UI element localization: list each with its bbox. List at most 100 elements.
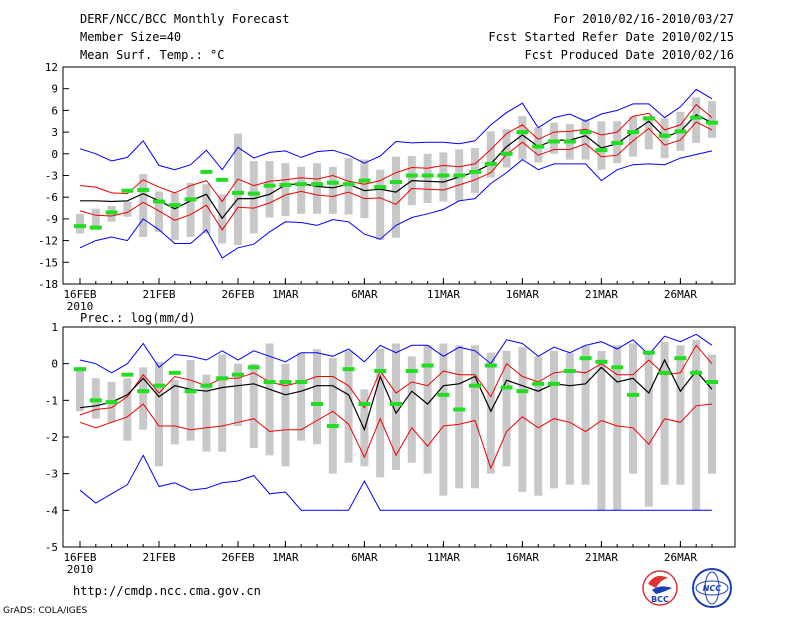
temp-spread-box [249,161,258,234]
temp-year-label: 2010 [67,300,94,313]
temp-observed-mark [421,173,434,178]
prec-observed-mark [279,380,292,384]
prec-observed-mark [137,389,150,394]
temp-xtick-label: 11MAR [427,288,460,301]
temp-observed-mark [137,187,150,192]
temp-spread-box [708,100,716,138]
prec-observed-mark [579,356,592,361]
temp-observed-mark [358,178,371,183]
temp-xtick-label: 16MAR [506,288,539,301]
ncc-logo-ring [692,568,732,608]
prec-ytick-label: -1 [45,394,58,407]
temp-observed-mark [390,180,402,185]
temp-spread-box [76,213,84,234]
temp-observed-mark [89,225,102,230]
prec-xtick-label: 6MAR [351,551,378,564]
temp-observed-mark [105,210,118,215]
prec-observed-mark [595,359,608,364]
temp-spread-box [392,156,400,238]
temp-observed-mark [532,144,545,149]
prec-lower-line [79,403,713,470]
temp-spread-box [376,169,385,240]
temp-observed-mark [642,116,655,121]
temp-spread-box [660,118,669,159]
prec-spread-box [565,352,574,485]
prec-observed-mark [247,365,260,370]
temp-xtick-label: 21MAR [585,288,618,301]
prec-observed-mark [532,381,545,386]
temp-observed-mark [579,130,592,135]
temp-observed-mark [74,224,86,229]
prec-spread-box [344,350,353,463]
temp-observed-mark [279,182,292,187]
temp-observed-mark [611,140,624,145]
forecast-period-label: For 2010/02/16-2010/03/27 [553,12,734,26]
temp-spread-box [155,191,163,232]
prec-observed-mark [153,383,165,388]
temp-spread-box [313,163,321,214]
prec-spread-box [139,367,148,430]
temp-spread-box [281,163,290,217]
temp-spread-box [423,153,432,203]
temp-spread-box [360,159,369,219]
temp-spread-box [139,174,148,237]
prec-xtick-label: 16MAR [506,551,539,564]
forecast-started-label: Fcst Started Refer Date 2010/02/15 [488,30,734,44]
prec-observed-mark [706,380,718,384]
temp-spread-box [344,158,353,215]
ncc-logo-meridian [704,571,720,605]
prec-spread-box [455,345,464,489]
prec-spread-box [518,347,527,492]
precipitation-chart-panel: -5 -4 -3 -2 -1 0 1 16FEB 21FEB 26FEB 1MAR 6MAR 11MAR… [45,321,736,576]
prec-observed-mark [74,367,86,372]
prec-observed-mark [216,376,229,381]
prec-observed-mark [627,392,639,397]
prec-observed-mark [516,389,529,394]
prec-xtick-label: 21MAR [585,551,618,564]
prec-spread-box [265,343,274,456]
temp-spread-box [202,184,211,234]
ncc-logo-text: NCC [703,584,722,593]
temp-spread-box [170,192,179,240]
temp-xtick-label: 26MAR [664,288,697,301]
prec-observed-mark [548,381,560,386]
temp-xtick-label: 26FEB [221,288,254,301]
temp-lower-line [79,121,713,231]
temp-spread-box [502,129,511,168]
prec-observed-mark [342,367,355,372]
temp-ytick-label: 3 [51,126,58,139]
temp-observed-mark [342,182,355,187]
prec-year-label: 2010 [67,563,94,576]
prec-spread-box [660,341,669,485]
prec-observed-mark [563,369,576,373]
temp-ytick-label: -3 [45,170,58,183]
temp-observed-mark [295,182,308,187]
prec-ytick-label: -4 [45,504,59,517]
temp-observed-mark [627,130,639,135]
temp-spread-box [234,133,242,245]
bcc-logo-text: BCC [651,595,669,604]
temp-observed-mark [247,191,260,196]
prec-spread-box [170,380,179,445]
prec-xtick-label: 1MAR [272,551,299,564]
temp-spread-box [692,97,701,143]
temp-xtick-label: 21FEB [142,288,175,301]
temp-ytick-label: -15 [38,256,58,269]
prec-xtick-label: 26MAR [664,551,697,564]
temp-ytick-label: -6 [45,191,58,204]
prec-observed-mark [674,356,687,361]
prec-spread-box [392,343,400,470]
prec-spread-box [123,378,132,441]
temp-spread-box [123,201,132,217]
temp-observed-mark [516,130,529,135]
temp-ytick-label: -12 [38,235,58,248]
temp-observed-mark [437,173,450,178]
prec-observed-mark [295,380,308,384]
prec-spread-box [534,356,543,496]
prec-spread-box [581,345,590,485]
figure-title: DERF/NCC/BCC Monthly Forecast [80,12,290,26]
prec-xtick-label: 26FEB [221,551,254,564]
prec-observed-mark [453,407,466,412]
prec-observed-mark [168,370,181,375]
prec-xtick-label: 21FEB [142,551,175,564]
